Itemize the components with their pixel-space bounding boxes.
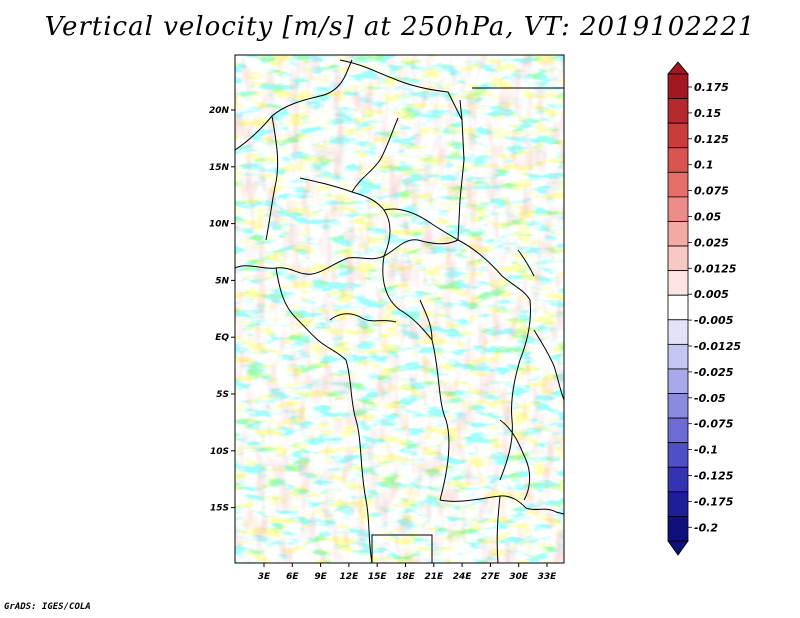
colorbar-swatch-7 — [667, 245, 689, 272]
lat-tick-labels: 20N 15N 10N 5N EQ 5S 10S 15S — [209, 106, 230, 514]
colorbar-top-arrow — [667, 61, 689, 75]
colorbar-label-6: 0.025 — [694, 236, 729, 249]
credit-label: GrADS: IGES/COLA — [4, 602, 91, 612]
lon-label-2: 9E — [314, 572, 327, 582]
colorbar-swatch-0 — [667, 73, 689, 99]
lat-label-3: 5N — [215, 276, 229, 286]
colorbar-swatch-17 — [667, 491, 689, 517]
colorbar-label-0: 0.175 — [694, 81, 729, 94]
colorbar-label-17: -0.2 — [694, 521, 718, 534]
colorbar-swatch-8 — [667, 270, 689, 296]
colorbar-swatch-6 — [667, 221, 689, 247]
colorbar: 0.175 0.15 0.125 0.1 0.075 0.05 0.025 0.0125 0.0… — [667, 61, 741, 556]
chart-title: Vertical velocity [m/s] at 250hPa, VT: 2… — [44, 12, 756, 42]
lat-label-7: 15S — [210, 504, 229, 514]
lon-label-5: 18E — [396, 572, 416, 582]
colorbar-label-16: -0.175 — [694, 495, 734, 508]
colorbar-label-9: -0.005 — [694, 314, 734, 327]
colorbar-swatch-1 — [667, 98, 689, 124]
lon-label-7: 24E — [453, 572, 473, 582]
colorbar-label-13: -0.075 — [694, 418, 734, 431]
colorbar-label-4: 0.075 — [694, 185, 729, 198]
lon-label-1: 6E — [286, 572, 299, 582]
colorbar-label-14: -0.1 — [694, 444, 718, 457]
lat-label-4: EQ — [215, 333, 229, 343]
colorbar-label-5: 0.05 — [694, 211, 721, 224]
lat-label-2: 10N — [209, 220, 230, 230]
colorbar-swatch-15 — [667, 442, 689, 468]
colorbar-swatch-10 — [667, 319, 689, 345]
colorbar-label-3: 0.1 — [694, 159, 714, 172]
plot-frame — [234, 54, 565, 564]
lat-label-1: 15N — [209, 163, 230, 173]
lon-label-0: 3E — [258, 572, 271, 582]
colorbar-swatch-18 — [667, 516, 689, 542]
colorbar-bottom-arrow — [667, 540, 689, 556]
colorbar-swatch-14 — [667, 417, 689, 444]
axis-ticks — [231, 109, 548, 567]
colorbar-label-11: -0.025 — [694, 366, 734, 379]
colorbar-label-15: -0.125 — [694, 470, 734, 483]
colorbar-label-10: -0.0125 — [694, 340, 741, 353]
colorbar-swatch-16 — [667, 466, 689, 493]
field-raster — [235, 55, 564, 563]
colorbar-swatch-11 — [667, 343, 689, 370]
colorbar-swatch-3 — [667, 147, 689, 173]
colorbar-swatch-4 — [667, 171, 689, 198]
colorbar-swatch-2 — [667, 122, 689, 149]
lon-label-3: 12E — [340, 572, 360, 582]
colorbar-swatch-5 — [667, 196, 689, 222]
colorbar-label-12: -0.05 — [694, 392, 726, 405]
lat-label-6: 10S — [210, 447, 229, 457]
colorbar-label-7: 0.0125 — [694, 262, 737, 275]
colorbar-label-2: 0.125 — [694, 133, 729, 146]
lat-label-5: 5S — [216, 390, 229, 400]
colorbar-swatch-13 — [667, 393, 689, 419]
lat-label-0: 20N — [209, 106, 230, 116]
lon-label-8: 27E — [481, 572, 501, 582]
lon-tick-labels: 3E 6E 9E 12E 15E 18E 21E 24E 27E 30E 33E — [258, 572, 557, 582]
colorbar-swatch-9 — [667, 294, 689, 321]
colorbar-swatch-12 — [667, 368, 689, 394]
country-borders — [235, 59, 564, 563]
colorbar-label-8: 0.005 — [694, 288, 729, 301]
lon-label-6: 21E — [424, 572, 444, 582]
lon-label-9: 30E — [509, 572, 529, 582]
lon-label-10: 33E — [538, 572, 558, 582]
lon-label-4: 15E — [368, 572, 388, 582]
colorbar-label-1: 0.15 — [694, 107, 721, 120]
